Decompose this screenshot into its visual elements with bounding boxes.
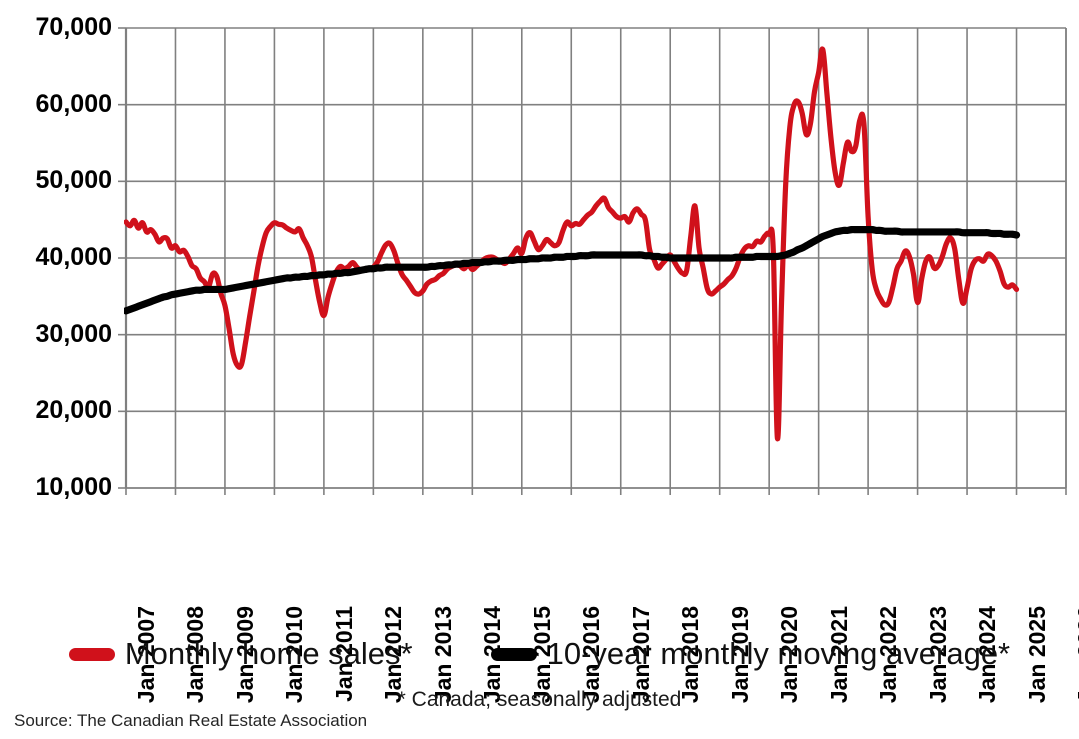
y-axis-tick-label: 40,000: [35, 243, 112, 271]
y-axis-tick-label: 50,000: [35, 166, 112, 195]
legend-item-monthly-home-sales: Monthly home sales*: [68, 636, 413, 671]
x-axis-tick-labels: Jan 2007 Jan 2008 Jan 2009 Jan 2010 Jan 2011…: [0, 494, 1079, 703]
chart-footnote: * Canada; seasonally adjusted: [397, 688, 682, 711]
legend-item-moving-average: 10-year monthly moving average*: [490, 636, 1011, 671]
y-axis-tick-label: 60,000: [35, 89, 112, 118]
legend-swatch-black-icon: [490, 647, 537, 661]
legend-label-moving-average: 10-year monthly moving average*: [546, 636, 1011, 671]
y-axis-tick-label: 10,000: [35, 473, 112, 501]
y-axis-tick-label: 20,000: [35, 396, 112, 425]
legend-label-monthly-home-sales: Monthly home sales*: [124, 636, 413, 671]
y-axis-tick-labels: 70,000 60,000 50,000 40,000 30,000 20,000 10,0…: [0, 0, 112, 520]
series-line-monthly-home-sales: [124, 46, 1020, 442]
y-axis-tick-label: 70,000: [35, 13, 112, 41]
chart-legend: Monthly home sales* 10-year monthly movi…: [0, 630, 1079, 678]
y-axis-tick-label: 30,000: [35, 319, 112, 348]
legend-swatch-red-icon: [68, 647, 115, 661]
series-line-moving-average: [124, 225, 1021, 315]
chart-source-note: Source: The Canadian Real Estate Associa…: [14, 711, 368, 730]
